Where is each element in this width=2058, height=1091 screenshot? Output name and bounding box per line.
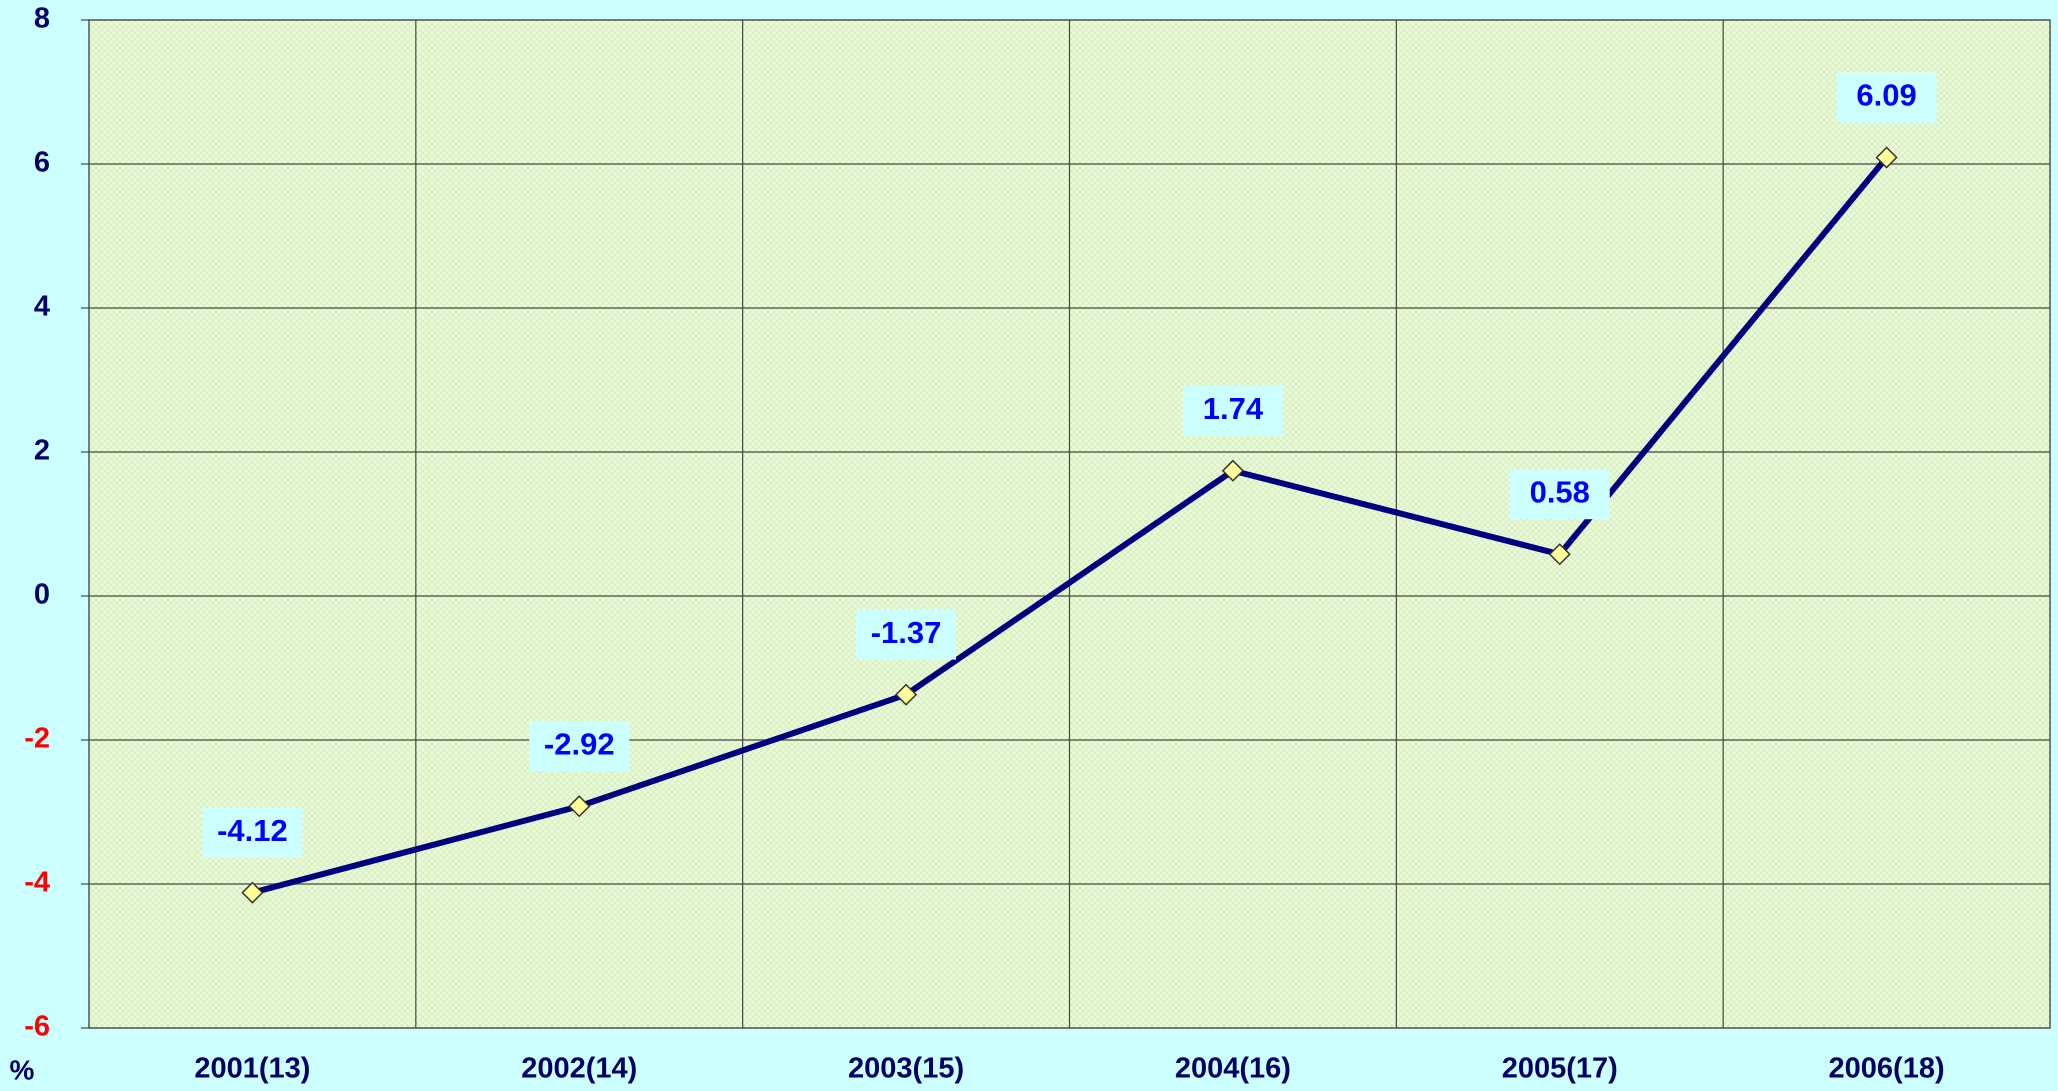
y-tick-label: -6 bbox=[24, 1011, 50, 1043]
x-tick-label: 2005(17) bbox=[1502, 1053, 1618, 1085]
x-tick-label: 2002(14) bbox=[521, 1053, 637, 1085]
marker bbox=[1875, 146, 1898, 169]
data-label: -1.37 bbox=[871, 615, 942, 650]
marker bbox=[1548, 543, 1571, 566]
x-tick-label: 2003(15) bbox=[848, 1053, 964, 1085]
plot-border bbox=[88, 19, 2051, 1029]
data-label: 0.58 bbox=[1530, 474, 1590, 509]
y-tick-label: 6 bbox=[34, 147, 50, 179]
x-tick-label: 2001(13) bbox=[194, 1053, 310, 1085]
data-label-box bbox=[1509, 469, 1610, 520]
data-label: 1.74 bbox=[1203, 391, 1264, 426]
marker bbox=[1221, 459, 1244, 482]
data-label: -2.92 bbox=[544, 726, 615, 761]
y-tick-label: 4 bbox=[34, 291, 50, 323]
y-axis-label: % bbox=[10, 1054, 35, 1085]
data-label-box bbox=[1836, 72, 1937, 123]
data-label-box bbox=[856, 609, 957, 660]
y-tick-label: 2 bbox=[34, 435, 50, 467]
y-tick-label: -4 bbox=[24, 867, 50, 899]
data-label-box bbox=[529, 721, 630, 772]
data-label: 6.09 bbox=[1856, 78, 1916, 113]
y-tick-label: 8 bbox=[34, 3, 50, 35]
y-tick-label: -2 bbox=[24, 723, 50, 755]
data-label-box bbox=[202, 807, 303, 858]
marker bbox=[241, 881, 264, 904]
data-label: -4.12 bbox=[217, 813, 288, 848]
x-tick-label: 2004(16) bbox=[1175, 1053, 1291, 1085]
y-tick-label: 0 bbox=[34, 579, 50, 611]
marker bbox=[895, 683, 918, 706]
data-label-box bbox=[1182, 385, 1283, 436]
line bbox=[251, 155, 1889, 896]
x-tick-label: 2006(18) bbox=[1829, 1053, 1945, 1085]
marker bbox=[568, 795, 591, 818]
